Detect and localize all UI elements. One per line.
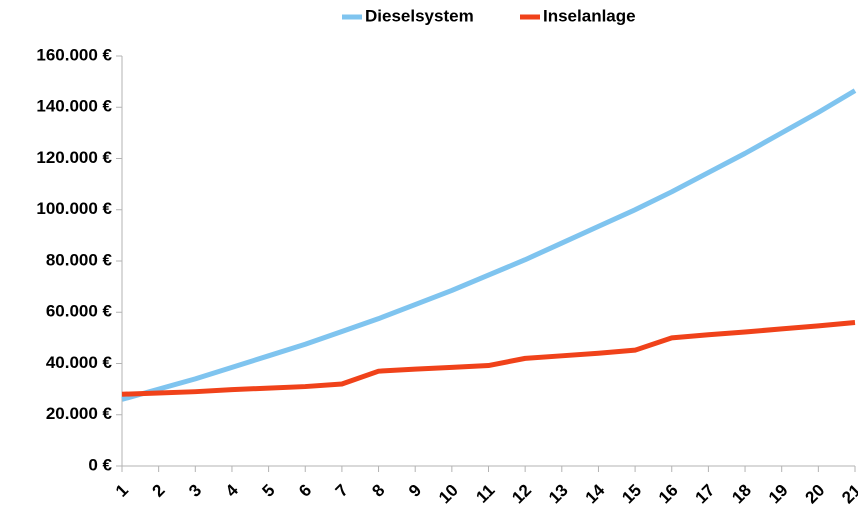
y-tick-label: 160.000 € bbox=[36, 45, 112, 64]
x-tick-label: 21 bbox=[838, 481, 858, 508]
y-tick-label: 40.000 € bbox=[46, 353, 113, 372]
x-tick-label: 17 bbox=[692, 481, 719, 508]
y-tick-label: 100.000 € bbox=[36, 199, 112, 218]
series-line bbox=[121, 88, 857, 402]
x-tick-label: 3 bbox=[185, 481, 205, 501]
x-tick-label: 12 bbox=[508, 481, 535, 508]
x-tick-label: 18 bbox=[728, 481, 755, 508]
x-tick-label: 6 bbox=[295, 481, 315, 501]
x-tick-label: 16 bbox=[655, 481, 682, 508]
x-tick-label: 20 bbox=[802, 481, 829, 508]
y-tick-label: 120.000 € bbox=[36, 148, 112, 167]
y-tick-label: 20.000 € bbox=[46, 404, 113, 423]
x-tick-label: 2 bbox=[149, 481, 169, 501]
x-tick-label: 11 bbox=[472, 481, 498, 507]
x-tick-label: 14 bbox=[582, 480, 609, 507]
x-tick-label: 7 bbox=[332, 481, 352, 501]
x-tick-label: 19 bbox=[765, 481, 792, 508]
x-tick-label: 13 bbox=[545, 481, 572, 508]
x-tick-label: 15 bbox=[618, 481, 645, 508]
legend-label: Dieselsystem bbox=[365, 6, 474, 25]
y-tick-label: 80.000 € bbox=[46, 250, 113, 269]
y-tick-label: 0 € bbox=[88, 455, 112, 474]
y-tick-label: 140.000 € bbox=[36, 97, 112, 116]
x-tick-label: 8 bbox=[368, 481, 388, 501]
x-tick-label: 9 bbox=[405, 481, 425, 501]
x-tick-label: 5 bbox=[258, 481, 278, 501]
x-tick-label: 4 bbox=[222, 480, 243, 501]
legend-label: Inselanlage bbox=[543, 6, 636, 25]
y-tick-label: 60.000 € bbox=[46, 302, 113, 321]
x-tick-label: 10 bbox=[435, 481, 462, 508]
x-tick-label: 1 bbox=[112, 481, 132, 501]
series-line bbox=[121, 320, 856, 397]
